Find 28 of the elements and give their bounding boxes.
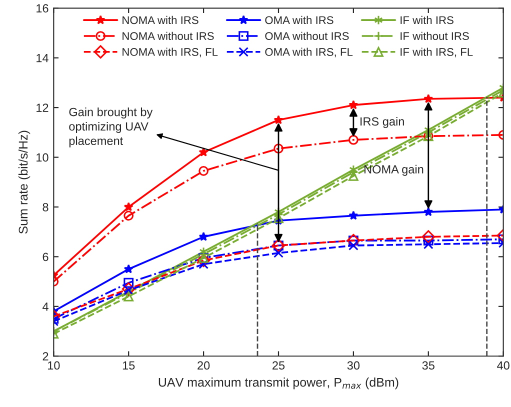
y-tick-label: 4 [42, 302, 48, 311]
legend-label: IF with IRS [400, 16, 454, 24]
legend-label: NOMA with IRS, FL [122, 48, 218, 58]
annotation: IRS gain [360, 116, 404, 128]
legend-label: NOMA without IRS [122, 32, 214, 40]
legend-label: IF without IRS [400, 32, 469, 40]
x-tick-label: 25 [272, 361, 285, 370]
x-tick-label: 20 [198, 361, 210, 370]
x-tick-label: 30 [347, 361, 360, 370]
legend-label: OMA without IRS [265, 32, 349, 40]
x-axis-title: UAV maximum transmit power, P$_{max}$ (dBm) [158, 378, 398, 390]
legend-label: OMA with IRS, FL [265, 48, 353, 58]
y-tick-label: 6 [42, 252, 48, 262]
y-tick-label: 10 [36, 153, 48, 162]
annotation: NOMA gain [364, 164, 424, 176]
legend-label: NOMA with IRS [122, 16, 198, 24]
y-tick-label: 12 [36, 104, 48, 112]
legend-label: IF with IRS, FL [400, 48, 473, 58]
y-tick-label: 8 [42, 203, 48, 212]
y-axis-title: Sum rate (bit/s/Hz) [18, 130, 30, 234]
x-tick-label: 35 [422, 361, 434, 370]
x-tick-label: 40 [497, 361, 510, 370]
y-tick-label: 14 [36, 54, 48, 62]
x-tick-label: 15 [122, 361, 135, 370]
annotation: Gain brought by optimizing UAV placement [69, 108, 153, 148]
y-tick-label: 16 [36, 4, 48, 13]
legend-label: OMA with IRS [265, 16, 334, 24]
y-tick-label: 2 [42, 352, 48, 360]
